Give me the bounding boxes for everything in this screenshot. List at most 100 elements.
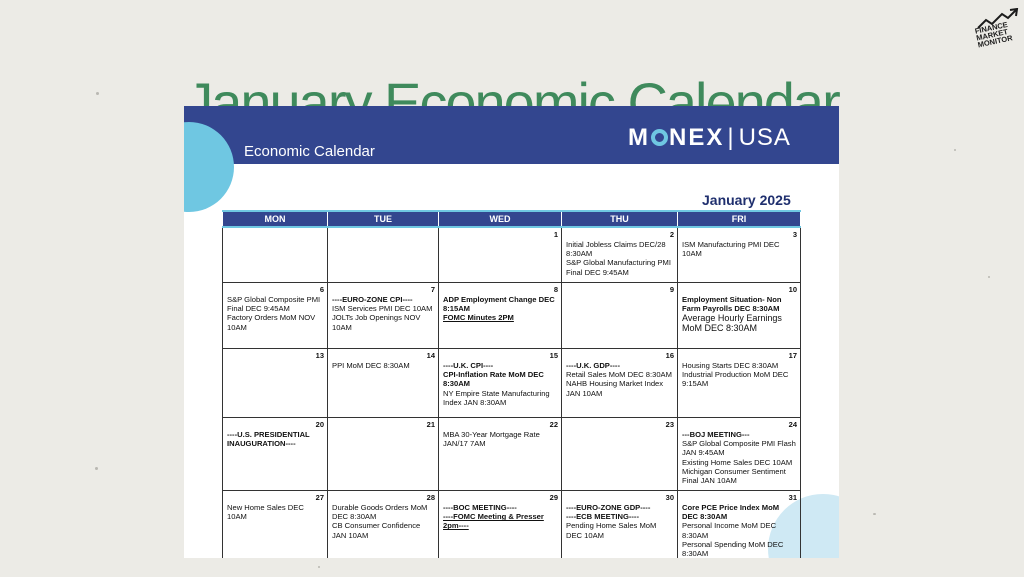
day-events [439, 228, 561, 240]
calendar-grid: MON TUE WED THU FRI 1 2 Initial Jobless Cl… [222, 210, 801, 558]
week-row: 1 2 Initial Jobless Claims DEC/28 8:30AM S&… [222, 226, 801, 283]
event-line: S&P Global Composite PMI Final DEC 9:45A… [227, 295, 321, 314]
weekday-header-row: MON TUE WED THU FRI [222, 210, 801, 228]
day-cell [327, 226, 439, 283]
day-events [223, 228, 327, 240]
finance-market-monitor-logo: FINANCE MARKET MONITOR [974, 8, 1020, 52]
day-events: ISM Manufacturing PMI DEC 10AM [678, 228, 800, 258]
day-number: 23 [665, 420, 674, 429]
day-cell: 6 S&P Global Composite PMI Final DEC 9:45… [222, 282, 328, 349]
weekday-header: THU [561, 210, 678, 228]
day-number: 10 [788, 285, 797, 294]
event-line: Pending Home Sales MoM DEC 10AM [566, 521, 657, 540]
event-line: Personal Spending MoM DEC 8:30AM [682, 539, 784, 558]
day-cell: 16 ----U.K. GDP---- Retail Sales MoM DEC 8… [561, 348, 678, 418]
day-events: Core PCE Price Index MoM DEC 8:30AM Perso… [678, 491, 800, 558]
event-line: Core PCE Price Index MoM DEC 8:30AM [682, 503, 780, 522]
header-band [184, 106, 839, 164]
day-cell: 9 [561, 282, 678, 349]
event-line: Initial Jobless Claims DEC/28 8:30AM [566, 240, 666, 259]
event-line: NAHB Housing Market Index JAN 10AM [566, 379, 664, 398]
event-line: Personal Income MoM DEC 8:30AM [682, 521, 777, 540]
day-number: 13 [315, 351, 324, 360]
day-number: 16 [665, 351, 674, 360]
day-events: S&P Global Composite PMI Final DEC 9:45A… [223, 283, 327, 332]
chart-arrow-icon [977, 8, 1019, 29]
brand-letters-nex: NEX [669, 124, 725, 151]
event-line: ----U.K. GDP---- [566, 361, 620, 370]
calendar-document: Economic Calendar M NEX | USA January 2025 … [184, 106, 839, 558]
event-line: CPI-Inflation Rate MoM DEC 8:30AM [443, 370, 544, 389]
day-cell: 21 [327, 417, 439, 491]
event-line: ----BOC MEETING---- [443, 503, 517, 512]
event-line: MBA 30-Year Mortgage Rate JAN/17 7AM [443, 430, 540, 449]
day-number: 29 [549, 493, 558, 502]
day-cell: 1 [438, 226, 562, 283]
day-events: ----EURO-ZONE GDP---- ----ECB MEETING----… [562, 491, 677, 540]
day-number: 7 [430, 285, 435, 294]
day-number: 8 [553, 285, 558, 294]
day-number: 22 [549, 420, 558, 429]
day-events: ----BOC MEETING---- ----FOMC Meeting & Pr… [439, 491, 561, 531]
day-number: 15 [549, 351, 558, 360]
day-events: ---BOJ MEETING--- S&P Global Composite PM… [678, 418, 800, 485]
day-number: 24 [788, 420, 797, 429]
week-row: 6 S&P Global Composite PMI Final DEC 9:45… [222, 282, 801, 349]
event-line: Average Hourly Earnings MoM DEC 8:30AM [682, 313, 782, 334]
day-events: ----U.K. CPI---- CPI-Inflation Rate MoM D… [439, 349, 561, 407]
day-number: 9 [669, 285, 674, 294]
weekday-header: FRI [677, 210, 801, 228]
event-line: ----ECB MEETING---- [566, 512, 639, 522]
event-line: ADP Employment Change DEC 8:15AM [443, 295, 555, 314]
day-cell: 29 ----BOC MEETING---- ----FOMC Meeting & … [438, 490, 562, 558]
day-number: 1 [553, 230, 558, 239]
day-events [328, 418, 438, 430]
day-events: ----EURO-ZONE CPI---- ISM Services PMI DE… [328, 283, 438, 332]
event-line: PPI MoM DEC 8:30AM [332, 361, 410, 370]
day-events [562, 283, 677, 295]
weekday-header: MON [222, 210, 328, 228]
event-line: New Home Sales DEC 10AM [227, 503, 304, 522]
weekday-header: TUE [327, 210, 439, 228]
day-cell: 27 New Home Sales DEC 10AM [222, 490, 328, 558]
day-number: 20 [315, 420, 324, 429]
event-line: FOMC Minutes 2PM [443, 313, 514, 323]
event-line: Factory Orders MoM NOV 10AM [227, 313, 316, 332]
event-line: Housing Starts DEC 8:30AM [682, 361, 779, 370]
day-events [223, 349, 327, 361]
day-events: MBA 30-Year Mortgage Rate JAN/17 7AM [439, 418, 561, 448]
day-cell: 15 ----U.K. CPI---- CPI-Inflation Rate MoM… [438, 348, 562, 418]
day-number: 28 [426, 493, 435, 502]
day-number: 17 [788, 351, 797, 360]
event-line: ISM Manufacturing PMI DEC 10AM [682, 240, 780, 259]
day-events: ADP Employment Change DEC 8:15AM FOMC Min… [439, 283, 561, 323]
day-number: 14 [426, 351, 435, 360]
day-events: ----U.K. GDP---- Retail Sales MoM DEC 8:3… [562, 349, 677, 398]
weekday-header: WED [438, 210, 562, 228]
day-cell: 3 ISM Manufacturing PMI DEC 10AM [677, 226, 801, 283]
document-header-label: Economic Calendar [244, 143, 375, 160]
day-events: Housing Starts DEC 8:30AM Industrial Prod… [678, 349, 800, 389]
event-line: ----EURO-ZONE GDP---- [566, 503, 651, 512]
event-line: Durable Goods Orders MoM DEC 8:30AM [332, 503, 428, 522]
week-row: 13 14 PPI MoM DEC 8:30AM 15 ----U.K. CPI----… [222, 348, 801, 418]
event-line: ----U.K. CPI---- [443, 361, 494, 370]
month-label: January 2025 [702, 192, 791, 208]
event-line: ---BOJ MEETING--- [682, 430, 750, 439]
day-cell: 7 ----EURO-ZONE CPI---- ISM Services PMI D… [327, 282, 439, 349]
day-cell: 20 ----U.S. PRESIDENTIAL INAUGURATION---- [222, 417, 328, 491]
event-line: ISM Services PMI DEC 10AM [332, 304, 433, 314]
day-cell: 28 Durable Goods Orders MoM DEC 8:30AM CB … [327, 490, 439, 558]
event-line: S&P Global Manufacturing PMI Final DEC 9… [566, 258, 671, 277]
event-line: ----FOMC Meeting & Presser 2pm---- [443, 512, 544, 531]
week-row: 27 New Home Sales DEC 10AM 28 Durable Goods… [222, 490, 801, 558]
week-row: 20 ----U.S. PRESIDENTIAL INAUGURATION----… [222, 417, 801, 491]
monex-usa-logo: M NEX | USA [628, 124, 791, 152]
event-line: Industrial Production MoM DEC 9:15AM [682, 370, 789, 389]
event-line: ----U.S. PRESIDENTIAL INAUGURATION---- [227, 430, 310, 449]
brand-usa: USA [738, 124, 791, 151]
event-line: Employment Situation- Non Farm Payrolls … [682, 295, 782, 314]
day-cell: 30 ----EURO-ZONE GDP---- ----ECB MEETING--… [561, 490, 678, 558]
day-number: 21 [426, 420, 435, 429]
day-cell: 14 PPI MoM DEC 8:30AM [327, 348, 439, 418]
